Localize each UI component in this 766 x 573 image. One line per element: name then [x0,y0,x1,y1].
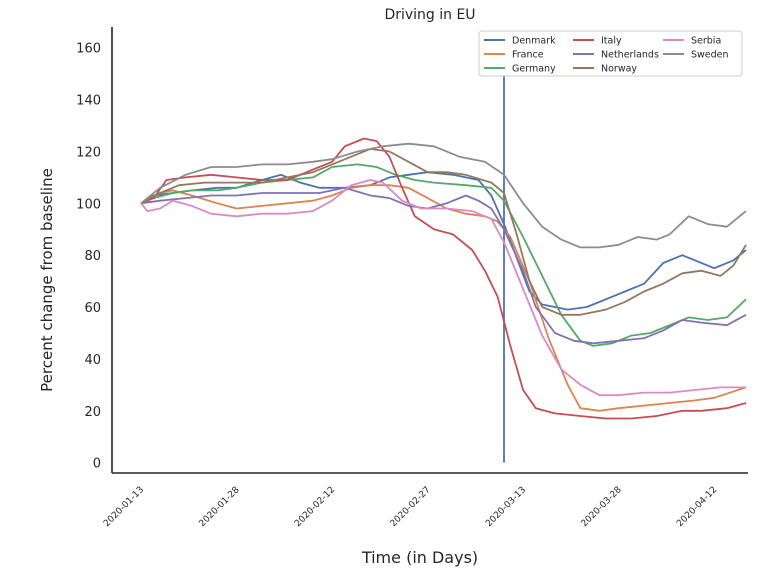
chart-title: Driving in EU [384,7,475,23]
x-tick-label: 2020-01-13 [102,485,146,529]
legend-label-italy: Italy [601,36,622,47]
x-tick-label: 2020-03-13 [484,485,528,529]
y-tick-label: 60 [84,301,101,316]
legend-label-netherlands: Netherlands [601,50,659,61]
y-tick-label: 20 [84,405,101,420]
y-axis-label: Percent change from baseline [38,168,56,392]
y-tick-label: 100 [76,197,101,212]
y-tick-label: 120 [76,145,101,160]
series-line-norway [140,148,747,316]
series-line-sweden [140,142,747,249]
x-tick-label: 2020-01-28 [198,485,242,529]
x-axis: 2020-01-13 2020-01-28 2020-02-12 2020-02-27… [102,472,748,529]
y-tick-label: 80 [84,249,101,264]
legend-label-serbia: Serbia [691,36,721,47]
y-tick-label: 40 [84,353,101,368]
x-tick-label: 2020-02-27 [389,485,433,529]
y-tick-label: 140 [76,94,101,109]
y-tick-label: 160 [76,42,101,57]
plot-area [140,71,747,463]
series-line-france [140,184,747,412]
legend-label-norway: Norway [601,64,637,75]
x-axis-label: Time (in Days) [361,548,478,567]
series-line-italy [140,137,747,420]
legend-label-sweden: Sweden [691,50,729,61]
x-tick-label: 2020-03-28 [580,485,624,529]
legend-label-denmark: Denmark [512,36,556,47]
y-axis: 0 20 40 60 80 100 120 140 160 [76,27,113,473]
legend-label-germany: Germany [512,64,556,75]
legend-label-france: France [512,50,544,61]
x-tick-label: 2020-02-12 [293,485,337,529]
series-line-denmark [140,171,747,311]
legend: Denmark France Germany Italy Netherlands Norw… [478,30,743,77]
series-line-serbia [140,179,746,397]
x-tick-label: 2020-04-12 [675,485,719,529]
y-tick-label: 0 [93,457,101,472]
series-line-netherlands [140,186,747,345]
legend-box [478,30,743,77]
series-line-germany [140,163,747,347]
